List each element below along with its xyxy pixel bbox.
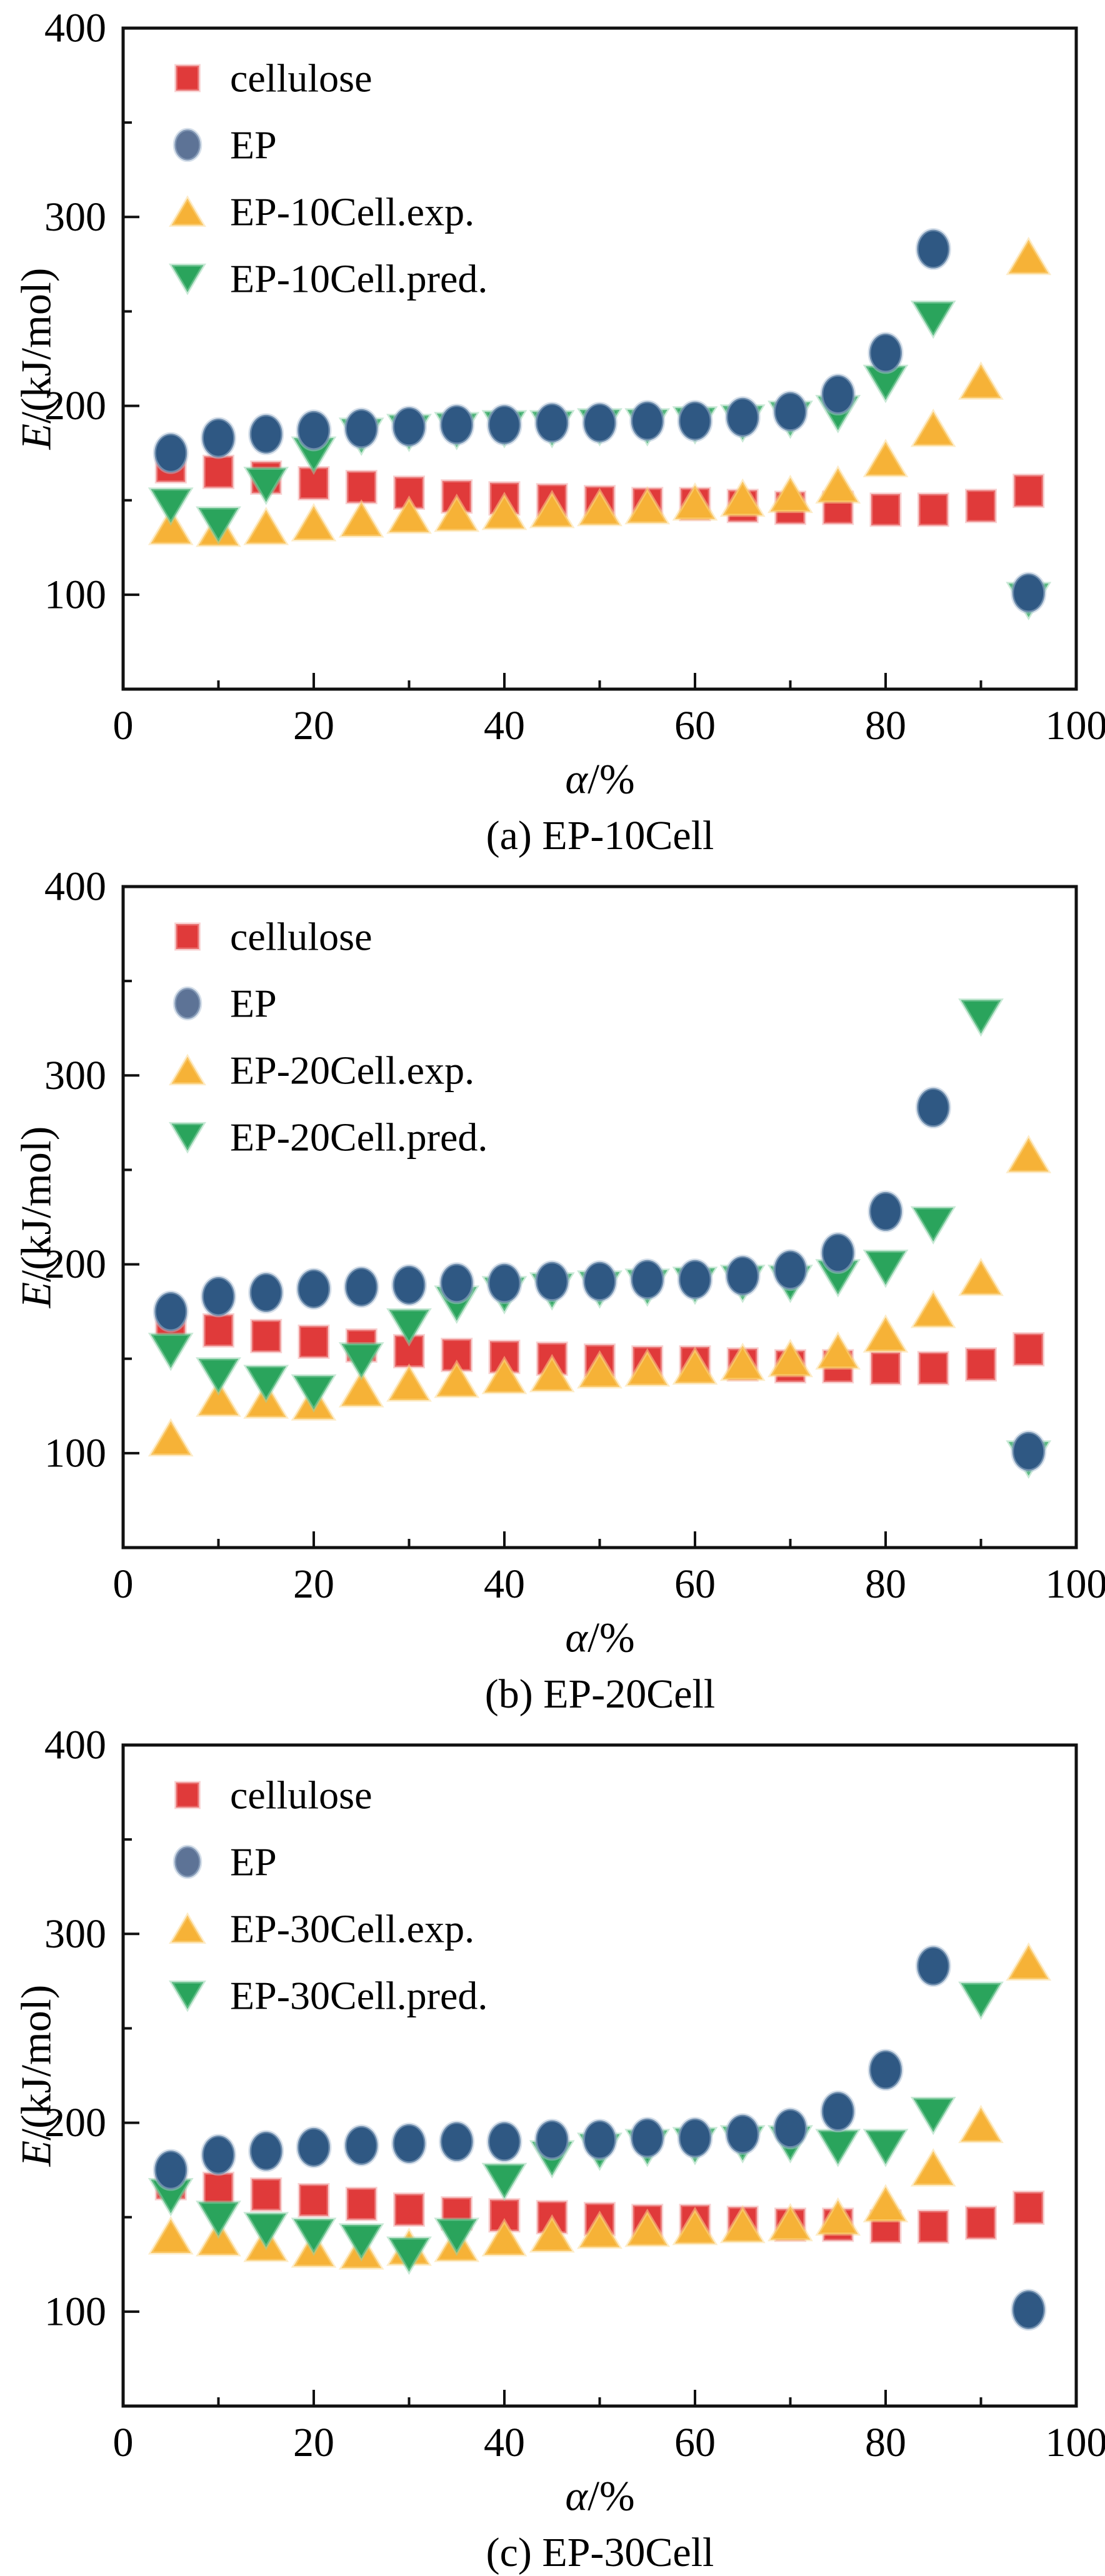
svg-text:EP: EP (230, 123, 277, 167)
svg-text:EP-20Cell.exp.: EP-20Cell.exp. (230, 1048, 474, 1093)
chart-panel-b: 100 200 300 400 0 20 40 60 80 100 cellulose EP EP-20… (0, 858, 1105, 1718)
svg-text:cellulose: cellulose (230, 56, 372, 101)
svg-text:100: 100 (1046, 703, 1105, 748)
legend-item-ep-30cell-exp-: EP-30Cell.exp. (169, 1907, 474, 1951)
legend-item-cellulose: cellulose (174, 915, 372, 959)
svg-text:20: 20 (293, 703, 334, 748)
axis-tick-labels: 100 200 300 400 0 20 40 60 80 100 (44, 1723, 1105, 2466)
svg-text:400: 400 (44, 864, 106, 910)
svg-text:300: 300 (44, 1053, 106, 1098)
legend: cellulose EP EP-30Cell.exp. EP-30Cell.pred. (169, 1773, 488, 2018)
svg-text:cellulose: cellulose (230, 1773, 372, 1818)
svg-text:EP: EP (230, 1840, 277, 1884)
svg-text:40: 40 (484, 1561, 525, 1607)
legend-item-cellulose: cellulose (174, 56, 372, 101)
series-ep (152, 228, 1047, 614)
subplot-caption: (b) EP-20Cell (484, 1671, 716, 1717)
series-ep-10cell-exp- (148, 236, 1052, 547)
svg-text:100: 100 (44, 572, 106, 617)
legend-item-ep-20cell-exp-: EP-20Cell.exp. (169, 1048, 474, 1093)
legend-item-ep-20cell-pred-: EP-20Cell.pred. (169, 1115, 488, 1160)
svg-text:0: 0 (113, 2420, 134, 2465)
svg-text:0: 0 (113, 1561, 134, 1607)
svg-text:20: 20 (293, 1561, 334, 1607)
svg-text:300: 300 (44, 1911, 106, 1957)
svg-text:60: 60 (674, 2420, 716, 2465)
svg-text:60: 60 (674, 703, 716, 748)
axis-tick-labels: 100 200 300 400 0 20 40 60 80 100 (44, 6, 1105, 749)
svg-text:cellulose: cellulose (230, 915, 372, 959)
svg-text:EP: EP (230, 982, 277, 1026)
svg-text:100: 100 (44, 2289, 106, 2334)
axis-ticks (122, 1744, 1078, 2406)
svg-text:200: 200 (44, 2100, 106, 2146)
legend-item-cellulose: cellulose (174, 1773, 372, 1818)
series-ep (152, 1945, 1047, 2331)
svg-text:400: 400 (44, 1723, 106, 1768)
x-axis-label: α/% (565, 1613, 635, 1661)
y-axis-label: E/(kJ/mol) (12, 267, 60, 450)
subplot-caption: (a) EP-10Cell (486, 813, 714, 858)
y-axis-label: E/(kJ/mol) (12, 1126, 60, 1308)
chart-b-canvas: 100 200 300 400 0 20 40 60 80 100 cellulose EP EP-20… (44, 864, 1105, 1608)
series-ep-10cell-pred- (148, 301, 1052, 620)
svg-text:EP-30Cell.exp.: EP-30Cell.exp. (230, 1907, 474, 1951)
svg-text:EP-10Cell.exp.: EP-10Cell.exp. (230, 190, 474, 234)
x-axis-label: α/% (565, 2472, 635, 2520)
svg-text:40: 40 (484, 2420, 525, 2465)
legend-item-ep: EP (172, 1840, 277, 1884)
axis-tick-labels: 100 200 300 400 0 20 40 60 80 100 (44, 864, 1105, 1608)
chart-a-canvas: 100 200 300 400 0 20 40 60 80 100 cellulose EP EP-10… (44, 6, 1105, 749)
svg-text:60: 60 (674, 1561, 716, 1607)
axis-ticks (122, 27, 1078, 689)
series-ep-30cell-exp- (148, 1942, 1052, 2270)
svg-text:200: 200 (44, 1241, 106, 1287)
legend-item-ep-10cell-exp-: EP-10Cell.exp. (169, 190, 474, 234)
subplot-caption: (c) EP-30Cell (486, 2530, 714, 2575)
svg-text:EP-30Cell.pred.: EP-30Cell.pred. (230, 1974, 488, 2018)
svg-text:0: 0 (113, 703, 134, 748)
series-ep (152, 1087, 1047, 1473)
legend-item-ep: EP (172, 982, 277, 1026)
chart-panel-c: 100 200 300 400 0 20 40 60 80 100 cellulose EP EP-30… (0, 1717, 1105, 2576)
chart-panel-a: 100 200 300 400 0 20 40 60 80 100 cellulose EP EP-10… (0, 0, 1105, 859)
x-axis-label: α/% (565, 755, 635, 803)
svg-text:100: 100 (1046, 1561, 1105, 1607)
svg-text:80: 80 (865, 703, 906, 748)
legend: cellulose EP EP-10Cell.exp. EP-10Cell.pred. (169, 56, 488, 301)
svg-text:300: 300 (44, 194, 106, 240)
svg-text:40: 40 (484, 703, 525, 748)
chart-c-canvas: 100 200 300 400 0 20 40 60 80 100 cellulose EP EP-30… (44, 1723, 1105, 2466)
svg-text:200: 200 (44, 383, 106, 429)
legend-item-ep-10cell-pred-: EP-10Cell.pred. (169, 257, 488, 301)
svg-text:EP-20Cell.pred.: EP-20Cell.pred. (230, 1115, 488, 1160)
svg-text:100: 100 (1046, 2420, 1105, 2465)
y-axis-label: E/(kJ/mol) (12, 1984, 60, 2167)
svg-text:400: 400 (44, 6, 106, 51)
legend-item-ep-30cell-pred-: EP-30Cell.pred. (169, 1974, 488, 2018)
svg-text:20: 20 (293, 2420, 334, 2465)
svg-text:EP-10Cell.pred.: EP-10Cell.pred. (230, 257, 488, 301)
svg-text:80: 80 (865, 2420, 906, 2465)
legend: cellulose EP EP-20Cell.exp. EP-20Cell.pred. (169, 915, 488, 1160)
svg-text:100: 100 (44, 1430, 106, 1476)
legend-item-ep: EP (172, 123, 277, 167)
axis-ticks (122, 885, 1078, 1548)
svg-text:80: 80 (865, 1561, 906, 1607)
